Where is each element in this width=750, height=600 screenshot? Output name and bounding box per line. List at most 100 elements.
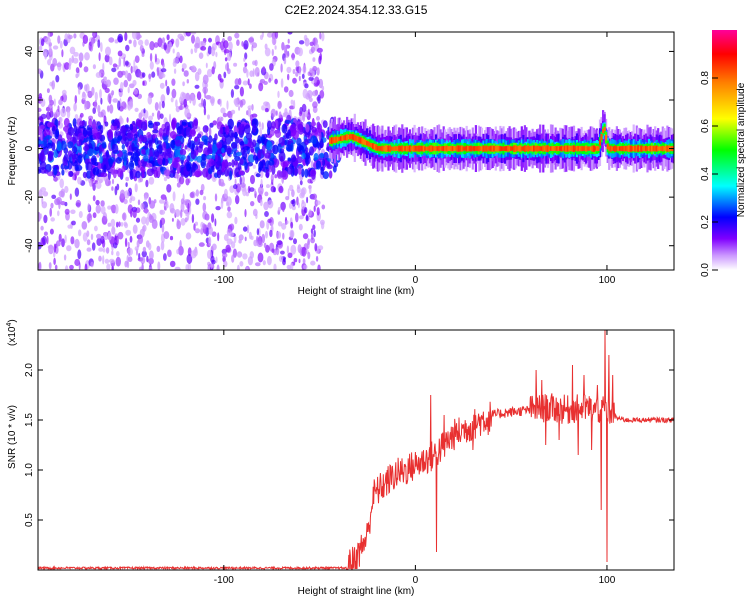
- spectrogram-cell: [181, 92, 187, 98]
- spectrogram-cell: [194, 71, 200, 82]
- spectrogram-ridge-cell: [407, 145, 410, 152]
- spectrogram-cell: [253, 239, 258, 247]
- spectrogram-cell: [221, 147, 225, 154]
- snr-series-line: [38, 330, 674, 570]
- spectrogram-cell: [214, 133, 218, 141]
- spectrogram-ridge-cell: [332, 137, 335, 144]
- spectrogram-ridge-cell: [536, 145, 539, 152]
- spectrogram-ridge-cell: [592, 145, 595, 152]
- spectrogram-cell: [121, 124, 126, 136]
- spectrogram-ridge-cell: [591, 145, 594, 152]
- spectrogram-cell: [139, 176, 144, 183]
- spectrogram-cell: [111, 122, 118, 127]
- spectrogram-ridge-cell: [433, 146, 436, 151]
- spectrogram-cell: [264, 191, 269, 197]
- spectrogram-cell: [116, 251, 120, 257]
- spectrogram-cell: [230, 109, 236, 115]
- spectrogram-cell: [305, 123, 310, 133]
- spectrogram-cell: [316, 207, 320, 216]
- spectrogram-cell: [144, 142, 149, 150]
- spectrogram-ridge-cell: [651, 145, 654, 152]
- spectrogram-ridge-cell: [485, 145, 488, 152]
- spectrogram-cell: [181, 129, 185, 135]
- spectrogram-cell: [205, 95, 212, 100]
- spectrogram-cell: [173, 57, 179, 64]
- spectrogram-cell: [186, 254, 193, 264]
- spectrogram-cell: [267, 218, 272, 223]
- spectrogram-cell: [136, 240, 140, 248]
- spectrogram-ridge-cell: [413, 145, 416, 152]
- spectrogram-cell: [226, 211, 233, 219]
- spectrogram-cell: [68, 63, 72, 71]
- spectrogram-cell: [131, 142, 135, 152]
- spectrogram-ridge-cell: [628, 145, 631, 152]
- spectrogram-cell: [204, 88, 207, 99]
- spectrogram-ridge-cell: [404, 146, 407, 152]
- spectrogram-cell: [238, 106, 241, 111]
- spectrogram-cell: [111, 186, 114, 191]
- spectrogram-cell: [287, 38, 290, 44]
- spectrogram-cell: [45, 135, 52, 140]
- spectrogram-cell: [311, 169, 316, 180]
- spectrogram-cell: [322, 171, 329, 180]
- spectrogram-cell: [117, 33, 123, 43]
- spectrogram-cell: [287, 157, 292, 162]
- spectrogram-cell: [100, 200, 105, 207]
- spectrogram-cell: [103, 231, 109, 241]
- spectrogram-cell: [88, 41, 92, 51]
- spectrogram-cell: [293, 238, 297, 245]
- spectrogram-cell: [52, 45, 59, 50]
- spectrogram-cell: [227, 162, 232, 167]
- spectrogram-ridge-cell: [652, 145, 655, 152]
- spectrogram-cell: [157, 154, 164, 166]
- spectrogram-cell: [244, 209, 247, 218]
- spectrogram-ridge-cell: [408, 145, 412, 152]
- spectrogram-ridge-cell: [510, 146, 513, 151]
- spectrogram-ridge-cell: [491, 145, 494, 152]
- spectrogram-cell: [94, 225, 98, 232]
- spectrogram-cell: [67, 34, 73, 40]
- spectrogram-ridge-cell: [523, 145, 526, 152]
- spectrogram-cell: [284, 51, 290, 58]
- spectrogram-y-axis-label: Frequency (Hz): [7, 117, 18, 186]
- spectrogram-ridge-cell: [401, 145, 404, 152]
- spectrogram-cell: [157, 110, 161, 121]
- spectrogram-cell: [49, 207, 52, 217]
- spectrogram-cell: [194, 136, 199, 142]
- spectrogram-cell: [271, 48, 274, 57]
- spectrogram-cell: [84, 84, 88, 92]
- spectrogram-ridge-cell: [618, 146, 621, 151]
- spectrogram-cell: [268, 77, 272, 83]
- spectrogram-cell: [312, 101, 318, 109]
- spectrogram-ridge-cell: [526, 145, 530, 152]
- spectrogram-cell: [104, 54, 110, 63]
- spectrogram-cell: [234, 78, 240, 86]
- spectrogram-ridge-cell: [533, 145, 536, 152]
- spectrogram-cell: [134, 183, 138, 193]
- spectrogram-cell: [269, 63, 274, 71]
- spectrogram-cell: [312, 224, 316, 231]
- spectrogram-cell: [200, 183, 205, 192]
- spectrogram-cell: [171, 119, 177, 130]
- spectrogram-cell: [162, 157, 166, 166]
- spectrogram-cell: [226, 201, 229, 207]
- spectrogram-cell: [191, 65, 196, 71]
- spectrogram-cell: [103, 164, 107, 173]
- spectrogram-ridge-cell: [344, 134, 347, 141]
- spectrogram-cell: [107, 222, 112, 227]
- spectrogram-cell: [107, 205, 112, 210]
- spectrogram-cell: [292, 77, 297, 84]
- spectrogram-cell: [92, 212, 97, 219]
- spectrogram-cell: [301, 152, 306, 160]
- spectrogram-ridge-cell: [416, 145, 419, 152]
- spectrogram-ridge-cell: [614, 145, 617, 152]
- spectrogram-cell: [168, 153, 173, 159]
- spectrogram-ridge-cell: [609, 145, 612, 152]
- spectrogram-ridge-cell: [635, 146, 638, 151]
- spectrogram-ridge-cell: [500, 146, 503, 151]
- spectrogram-cell: [120, 222, 124, 227]
- spectrogram-cell: [100, 42, 103, 53]
- spectrogram-ridge-cell: [554, 146, 557, 151]
- spectrogram-ridge-cell: [448, 146, 451, 151]
- spectrogram-cell: [91, 242, 96, 251]
